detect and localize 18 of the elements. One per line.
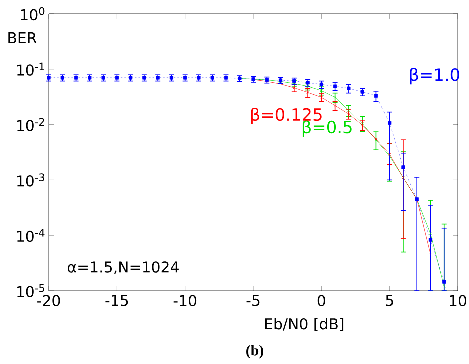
y-tick-label: 10$^{-4}$ [18, 229, 45, 242]
x-tick-label: -10 [174, 295, 197, 306]
x-axis-title: Eb/N0 [dB] [265, 318, 344, 332]
y-tick-label: 10$^{-2}$ [18, 118, 44, 132]
annotation: α=1.5,N=1024 [68, 262, 179, 274]
x-tick-label: 0 [318, 295, 326, 306]
y-tick-label: 10$^{-5}$ [18, 284, 44, 298]
text: β=1.0 [410, 68, 460, 85]
y-tick-label: 10$^{-1}$ [18, 62, 44, 76]
x-tick-label: 5 [386, 295, 394, 306]
y-axis-title: BER [8, 32, 37, 44]
x-tick-label: -15 [106, 295, 128, 306]
x-tick-label: -20 [38, 295, 60, 306]
y-tick-label: 10$^{0}$ [21, 7, 45, 21]
x-tick-label: 10 [450, 295, 467, 306]
text: (b) [246, 345, 264, 359]
y-tick-label: 10$^{-3}$ [18, 174, 44, 187]
x-tick-label: -5 [246, 295, 260, 306]
